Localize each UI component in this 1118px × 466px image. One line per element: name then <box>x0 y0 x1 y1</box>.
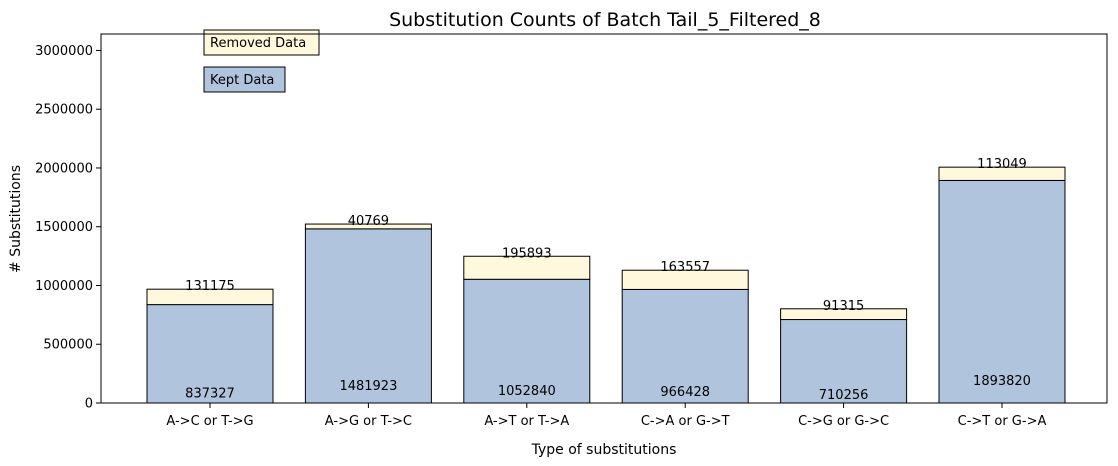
y-tick-label: 3000000 <box>35 44 93 59</box>
x-tick-label: A->T or T->A <box>484 414 569 429</box>
y-tick-label: 1000000 <box>35 279 93 294</box>
removed-value-label: 91315 <box>823 299 864 314</box>
bar-removed <box>304 223 432 230</box>
removed-value-label: 195893 <box>502 246 552 261</box>
bar-removed <box>463 255 591 280</box>
y-tick-label: 0 <box>85 397 93 412</box>
bar-kept <box>938 179 1066 404</box>
kept-value-label: 837327 <box>185 387 235 402</box>
chart-title: Substitution Counts of Batch Tail_5_Filt… <box>389 9 821 31</box>
kept-value-label: 1052840 <box>498 384 556 399</box>
y-tick-label: 2000000 <box>35 161 93 176</box>
x-tick-label: C->T or G->A <box>958 414 1047 429</box>
plot-area: 0 500000 1000000 1500000 2000000 2500000 30000… <box>35 29 1066 429</box>
x-tick-label: A->G or T->C <box>325 414 412 429</box>
kept-value-label: 966428 <box>660 385 710 400</box>
legend-removed-label: Removed Data <box>210 36 306 51</box>
y-tick-label: 2500000 <box>35 103 93 118</box>
removed-value-label: 163557 <box>660 260 710 275</box>
kept-value-label: 710256 <box>819 388 869 403</box>
kept-value-label: 1893820 <box>973 374 1031 389</box>
removed-value-label: 40769 <box>348 214 389 229</box>
plot-frame <box>100 33 1108 404</box>
legend-kept-label: Kept Data <box>210 73 274 88</box>
bar-removed <box>938 166 1066 181</box>
kept-value-label: 1481923 <box>339 379 397 394</box>
removed-value-label: 131175 <box>185 279 235 294</box>
bar-removed <box>780 308 908 321</box>
x-tick-label: C->A or G->T <box>641 414 730 429</box>
legend-kept-box <box>203 66 286 93</box>
bar-kept <box>304 228 432 404</box>
y-axis-label: # Substitutions <box>8 165 24 273</box>
x-tick-label: C->G or G->C <box>798 414 889 429</box>
x-axis-label: Type of substitutions <box>531 442 677 458</box>
y-tick-label: 1500000 <box>35 220 93 235</box>
y-tick-label: 500000 <box>43 338 93 353</box>
bar-removed <box>146 288 274 306</box>
x-tick-label: A->C or T->G <box>166 414 253 429</box>
removed-value-label: 113049 <box>977 157 1027 172</box>
bar-removed <box>621 269 749 290</box>
